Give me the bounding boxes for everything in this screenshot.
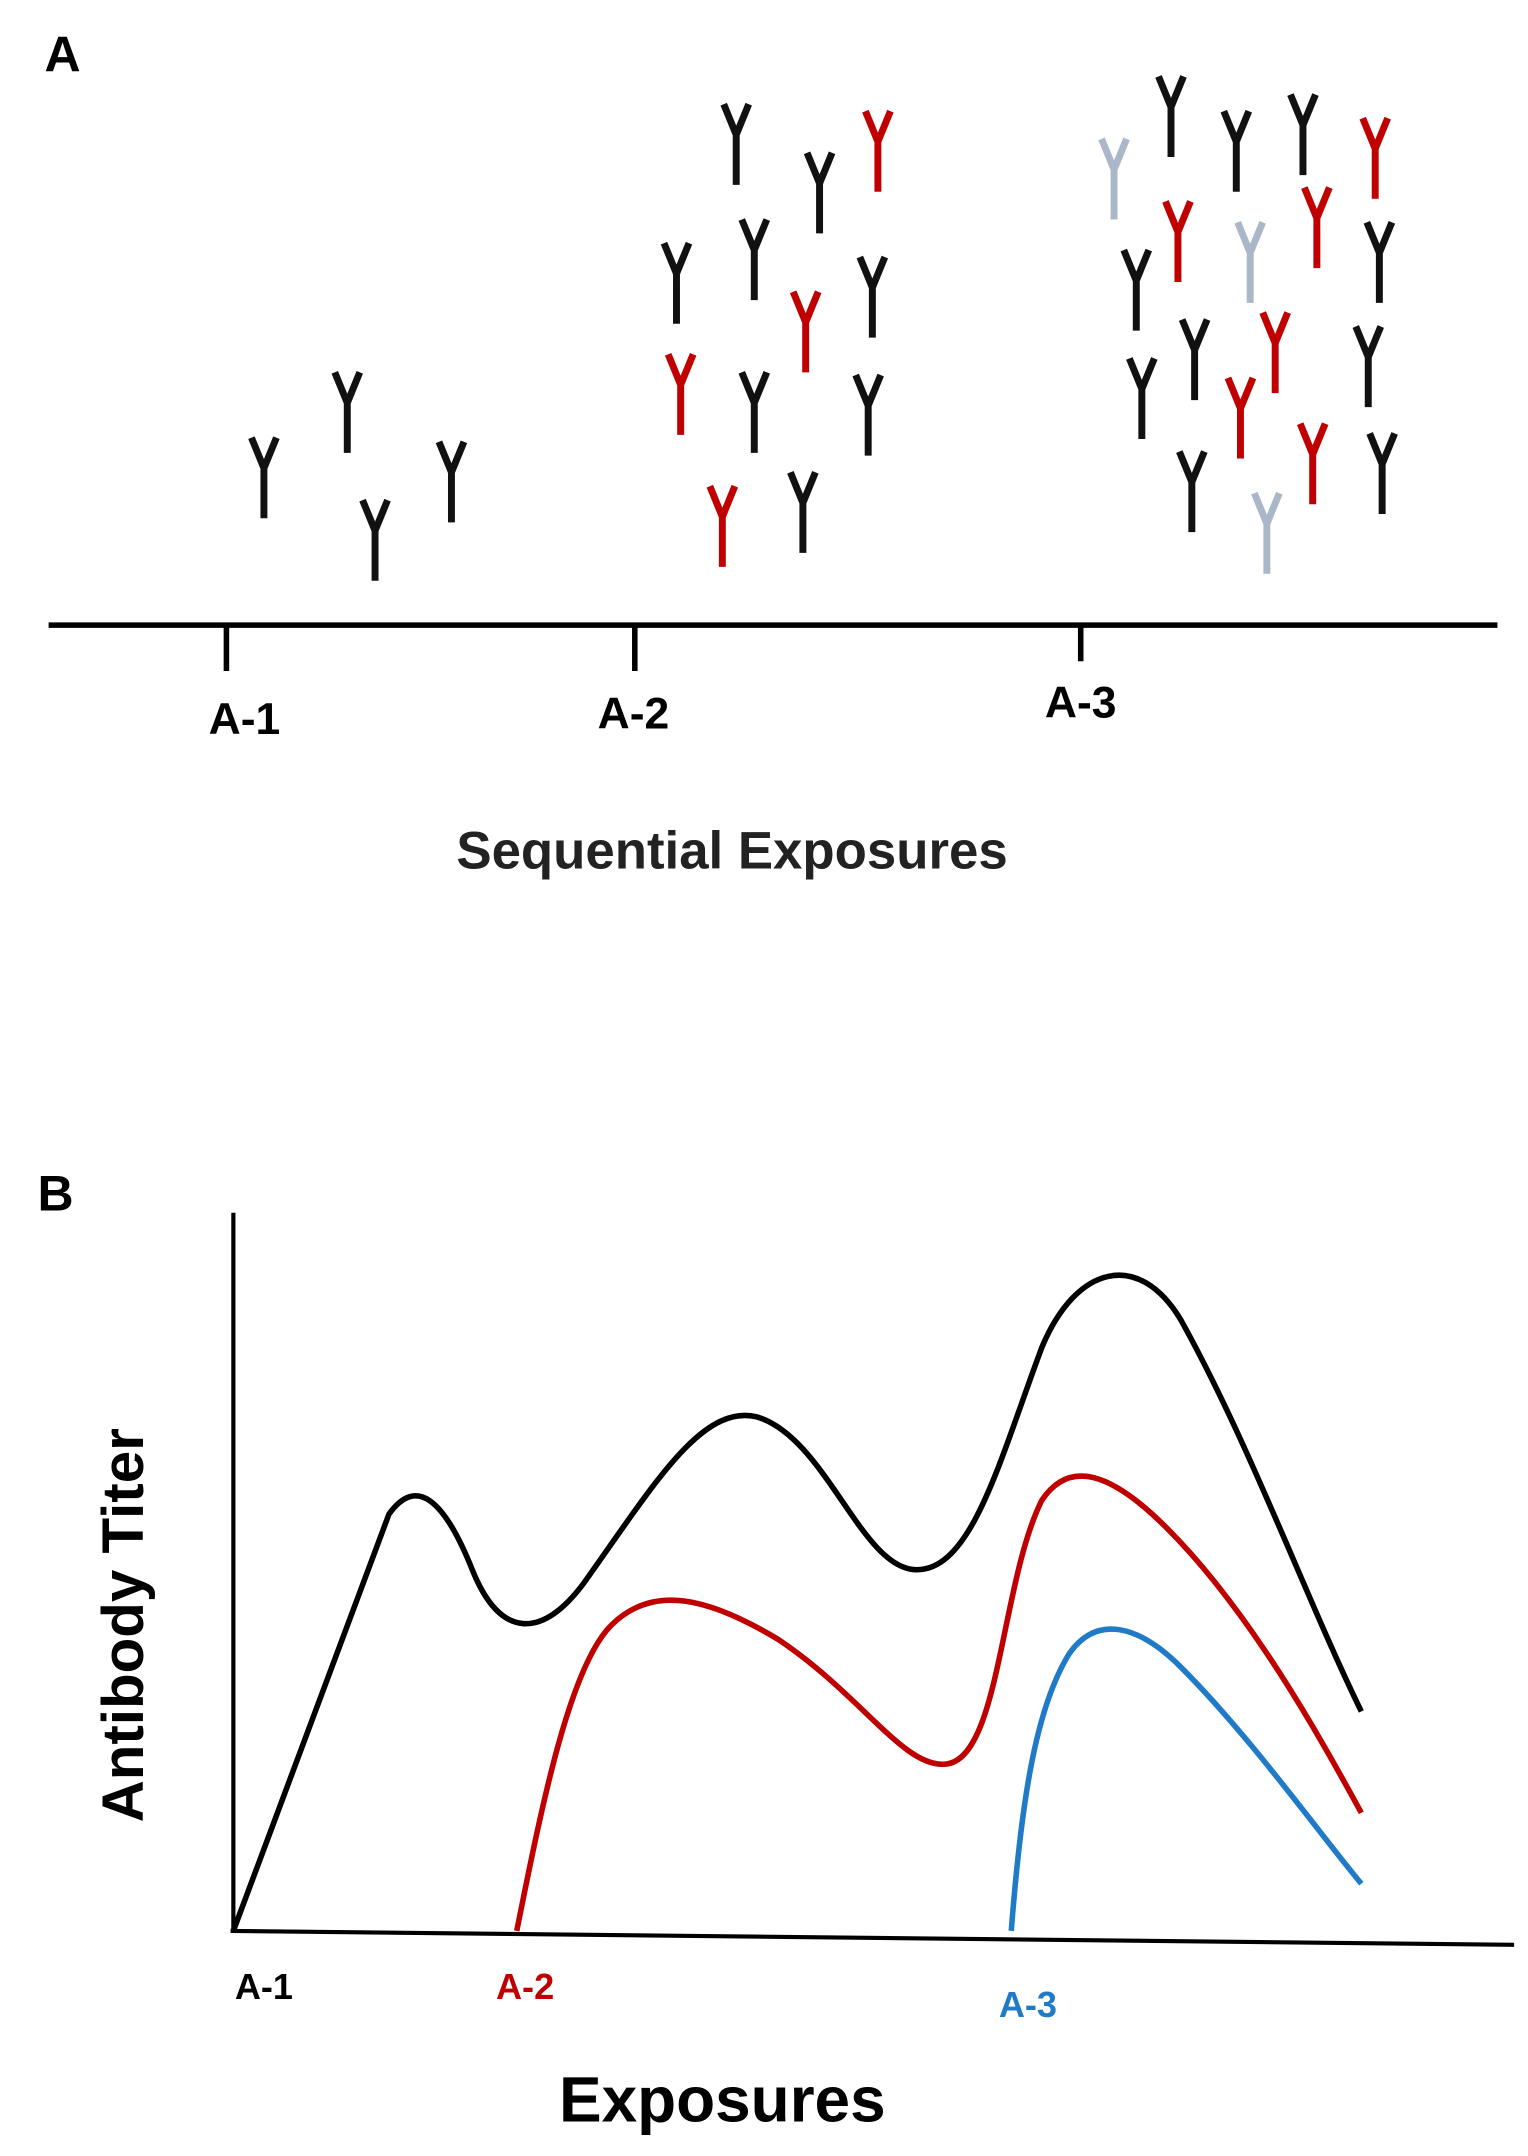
antibody — [1301, 186, 1333, 269]
antibody — [664, 352, 697, 435]
antibody — [720, 102, 752, 185]
antibody — [1366, 432, 1398, 515]
axis-title: Sequential Exposures — [456, 821, 1007, 880]
panel-label: B — [38, 1166, 74, 1222]
antibody — [1120, 248, 1152, 331]
antibody — [789, 290, 822, 373]
antibody — [1352, 325, 1384, 408]
antibody — [738, 218, 770, 301]
antibody — [435, 440, 468, 523]
tick-label: A-1 — [235, 1966, 293, 2007]
tick-label: A-3 — [999, 1984, 1057, 2025]
antibody — [359, 498, 391, 581]
tick-label: A-3 — [1045, 678, 1117, 727]
x-title: Exposures — [559, 2063, 886, 2135]
antibody — [1234, 221, 1266, 303]
antibody — [1126, 357, 1158, 440]
antibody — [1296, 422, 1329, 505]
black-curve — [230, 1272, 1364, 1932]
antibody — [1162, 200, 1194, 283]
antibody — [852, 373, 884, 456]
antibody — [1359, 116, 1391, 199]
antibody — [856, 255, 889, 338]
antibody — [1363, 221, 1396, 303]
antibody — [706, 484, 739, 567]
blue-curve — [1008, 1626, 1364, 1932]
red-curve — [514, 1473, 1364, 1932]
x-axis — [230, 1928, 1515, 1947]
antibody — [1287, 93, 1319, 176]
antibodies — [248, 75, 1398, 581]
panel-label: A — [44, 27, 80, 83]
antibody — [787, 471, 819, 553]
antibody — [1098, 137, 1130, 220]
antibody — [862, 109, 894, 192]
antibody — [248, 436, 280, 519]
antibody — [1251, 491, 1283, 574]
antibody — [1259, 311, 1291, 394]
antibody — [738, 371, 770, 453]
antibody — [1178, 318, 1211, 401]
antibody — [803, 151, 836, 234]
antibody — [331, 371, 363, 453]
antibody — [1176, 450, 1208, 533]
y-title: Antibody Titer — [91, 1428, 156, 1822]
antibody — [1224, 376, 1257, 459]
tick-label: A-1 — [209, 695, 281, 744]
antibody — [660, 241, 693, 324]
antibody — [1220, 109, 1253, 192]
tick-label: A-2 — [496, 1966, 554, 2007]
antibody — [1155, 75, 1187, 158]
tick-label: A-2 — [598, 690, 670, 739]
